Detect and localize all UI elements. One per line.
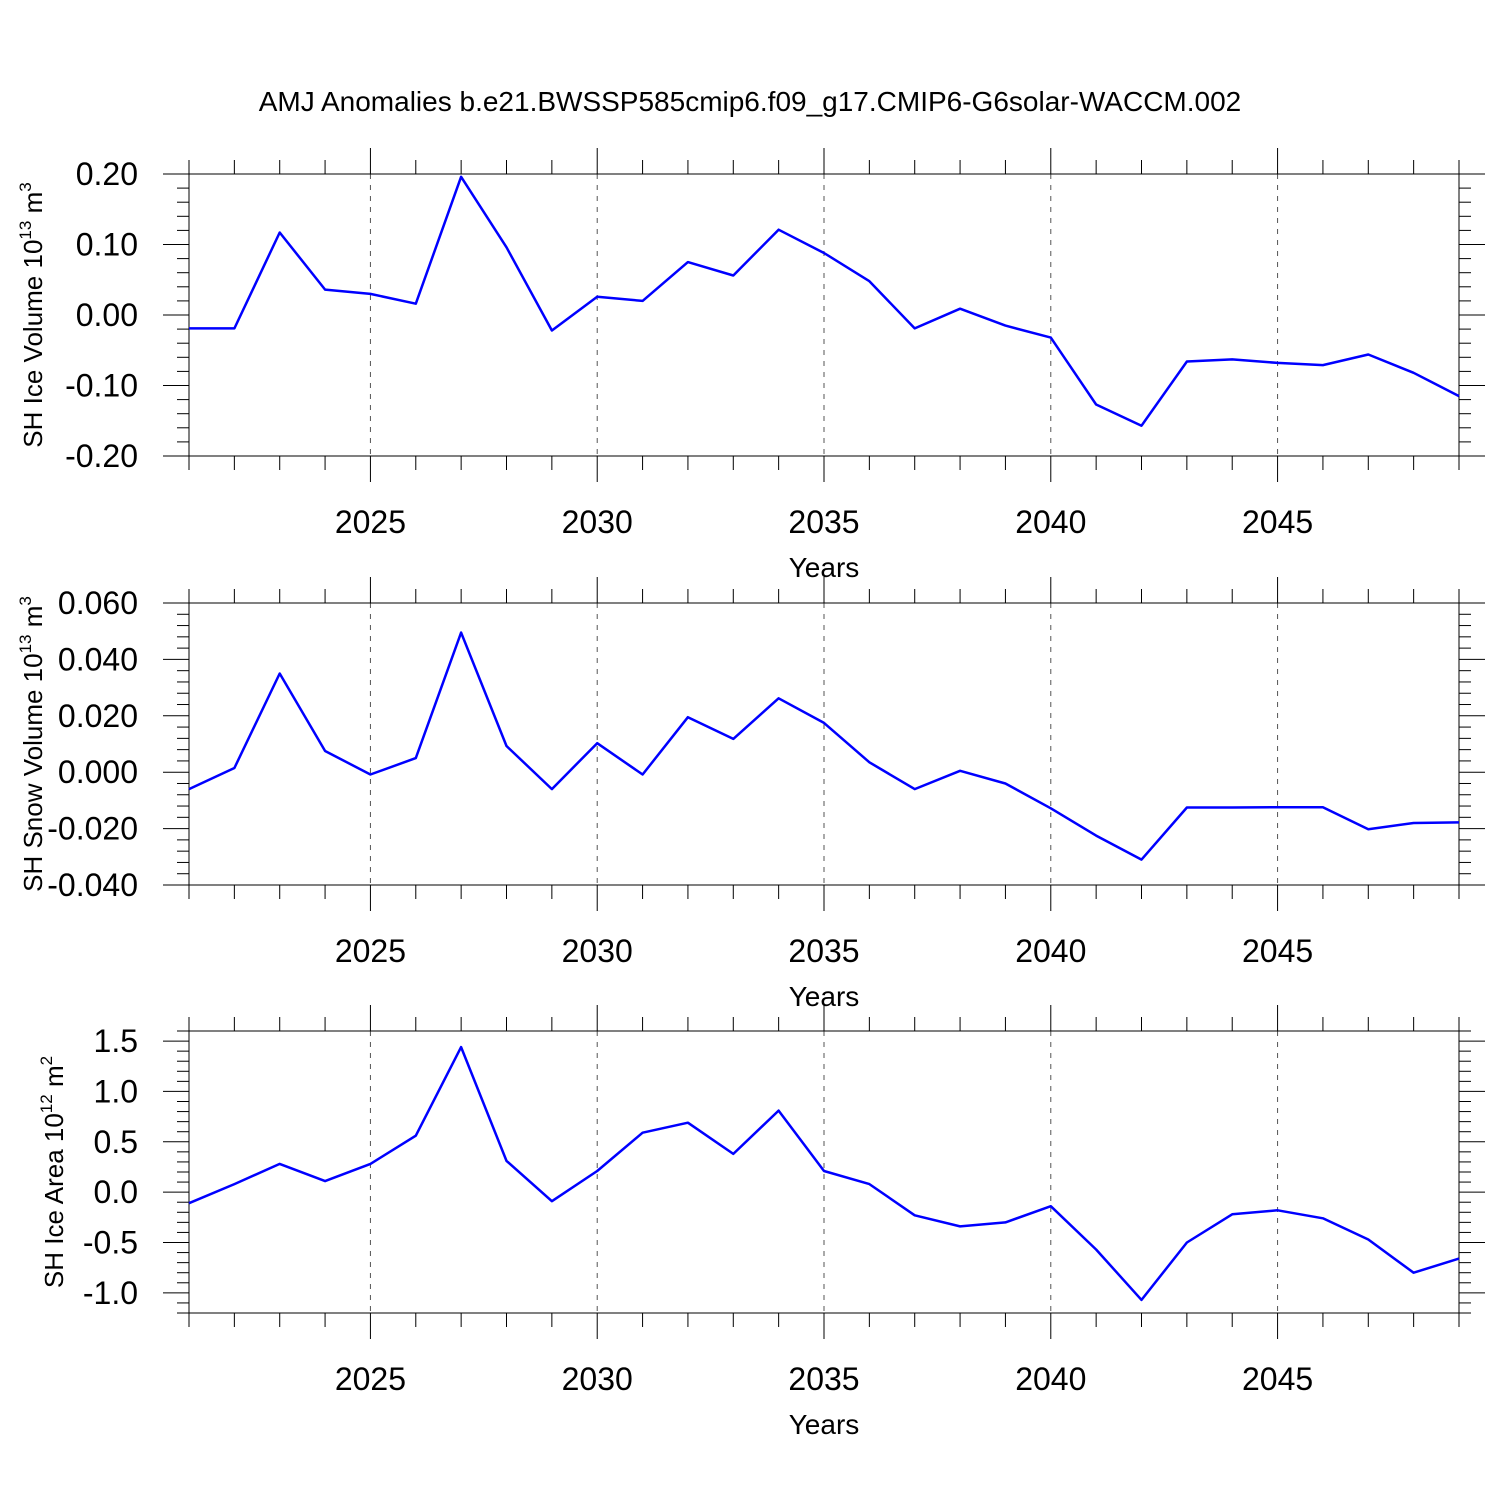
x-tick-label: 2035 — [788, 1361, 859, 1397]
y-tick-label: 0.5 — [94, 1124, 138, 1160]
y-tick-label: 0.10 — [76, 227, 138, 263]
y-tick-label: 0.020 — [58, 698, 138, 734]
x-tick-label: 2035 — [788, 504, 859, 540]
series-line — [189, 175, 1460, 427]
x-tick-label: 2040 — [1015, 504, 1086, 540]
y-tick-label: -0.20 — [65, 438, 138, 474]
y-tick-label: 1.5 — [94, 1023, 138, 1059]
y-axis-label: SH Snow Volume 1013 m3 — [16, 596, 48, 892]
x-tick-label: 2030 — [562, 1361, 633, 1397]
x-tick-label: 2030 — [562, 504, 633, 540]
series-line — [188, 1045, 1460, 1302]
figure-title: AMJ Anomalies b.e21.BWSSP585cmip6.f09_g1… — [259, 86, 1242, 117]
plot-frame — [188, 173, 1460, 457]
x-axis-label: Years — [789, 1409, 860, 1440]
y-tick-label: 0.060 — [58, 585, 138, 621]
y-tick-label: 1.0 — [94, 1073, 138, 1109]
x-tick-label: 2045 — [1242, 1361, 1313, 1397]
series-line — [188, 631, 1460, 861]
y-tick-label: -1.0 — [83, 1275, 138, 1311]
x-tick-label: 2025 — [335, 1361, 406, 1397]
y-tick-label: 0.040 — [58, 641, 138, 677]
y-tick-label: 0.000 — [58, 754, 138, 790]
panel-1: 2025 2030 2035 2040 2045Years0.200.100.00-0.… — [16, 148, 1485, 583]
y-tick-label: 0.00 — [76, 297, 138, 333]
x-tick-label: 2040 — [1015, 1361, 1086, 1397]
x-tick-label: 2040 — [1015, 933, 1086, 969]
panel-2: 2025 2030 2035 2040 2045Years0.0600.0400.020… — [16, 577, 1485, 1012]
y-tick-label: 0.20 — [76, 156, 138, 192]
x-tick-label: 2045 — [1242, 504, 1313, 540]
y-tick-label: -0.020 — [47, 811, 138, 847]
x-tick-label: 2025 — [335, 504, 406, 540]
x-tick-label: 2045 — [1242, 933, 1313, 969]
y-tick-label: -0.040 — [47, 867, 138, 903]
x-tick-label: 2035 — [788, 933, 859, 969]
panel-3: 2025 2030 2035 2040 2045 Years 1.5 1.0 0.5 0.0 -0.… — [37, 1005, 1485, 1440]
y-tick-label: -0.10 — [65, 368, 138, 404]
y-axis-label: SH Ice Area 1012 m2 — [37, 1056, 69, 1288]
y-axis-label: SH Ice Volume 1013 m3 — [16, 182, 48, 447]
x-tick-label: 2025 — [335, 933, 406, 969]
y-tick-label: 0.0 — [94, 1174, 138, 1210]
y-tick-label: -0.5 — [83, 1225, 138, 1261]
plot-frame — [188, 602, 1460, 886]
x-tick-label: 2030 — [562, 933, 633, 969]
